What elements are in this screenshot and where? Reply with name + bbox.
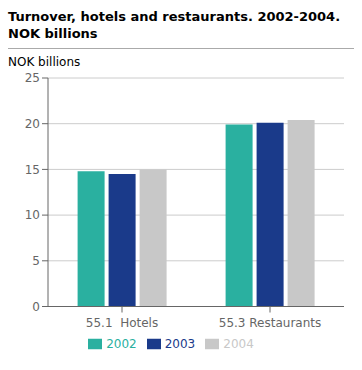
svg-text:25: 25: [25, 71, 40, 85]
svg-text:15: 15: [25, 163, 40, 177]
html-text:Turnover, hotels and restauran: Turnover, hotels and restaurants. 2002-2…: [8, 9, 341, 24]
html-text:2002: 2002: [106, 336, 137, 351]
html-text:NOK billions: NOK billions: [8, 26, 98, 41]
html-text:2003: 2003: [164, 336, 196, 351]
svg-text:0: 0: [32, 300, 40, 314]
html-text:NOK billions: NOK billions: [8, 55, 81, 69]
svg-text:5: 5: [32, 254, 40, 268]
svg-text:55.3 Restaurants: 55.3 Restaurants: [219, 316, 321, 330]
svg-text:55.1 Hotels: 55.1 Hotels: [86, 316, 158, 330]
svg-text:10: 10: [25, 208, 40, 222]
svg-text:20: 20: [25, 117, 40, 131]
html-text:2004: 2004: [223, 336, 254, 351]
